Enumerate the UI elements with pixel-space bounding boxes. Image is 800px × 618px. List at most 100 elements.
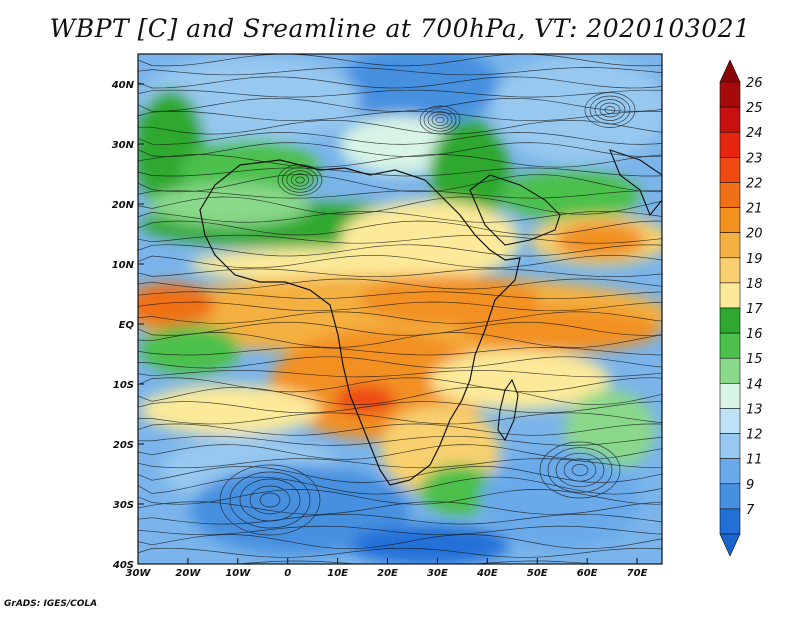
streamline xyxy=(138,435,662,446)
colorbar-segment xyxy=(719,357,741,384)
streamline xyxy=(138,278,662,290)
lon-tick-label: 30W xyxy=(126,568,152,579)
streamline xyxy=(138,119,662,135)
streamline xyxy=(138,476,662,495)
streamline xyxy=(138,268,662,278)
streamline xyxy=(138,401,662,414)
streamline xyxy=(138,196,662,215)
colorbar-segment xyxy=(719,106,741,133)
colorbar-segment xyxy=(719,408,741,434)
streamline xyxy=(138,76,662,89)
streamlines xyxy=(138,54,662,564)
streamline xyxy=(138,458,662,469)
streamline xyxy=(138,244,662,257)
streamline xyxy=(138,412,662,425)
colorbar-level-label: 20 xyxy=(746,227,763,242)
lat-tick-label: 10S xyxy=(113,380,134,391)
colorbar-segment xyxy=(719,508,741,535)
streamline xyxy=(138,220,662,236)
streamline xyxy=(138,386,662,406)
lon-tick-label: 10E xyxy=(327,568,348,579)
colorbar-level-label: 17 xyxy=(746,302,763,317)
vortex-streamline xyxy=(547,447,613,493)
vortex-streamline xyxy=(259,492,281,508)
lon-tick-label: 50E xyxy=(527,568,548,579)
wbpt-field xyxy=(138,54,662,564)
streamline xyxy=(138,89,662,98)
lat-tick-label: 10N xyxy=(112,260,135,271)
colorbar-segment xyxy=(719,458,741,485)
vortex-streamline xyxy=(282,167,318,193)
streamline xyxy=(138,110,662,122)
colorbar-level-label: 24 xyxy=(746,126,763,141)
lon-tick-label: 30E xyxy=(427,568,448,579)
streamline xyxy=(138,547,662,558)
colorbar-level-label: 25 xyxy=(746,101,763,116)
map-title: WBPT [C] and Sreamline at 700hPa, VT: 20… xyxy=(49,14,751,43)
colorbar-segment xyxy=(719,157,741,183)
vortex-streamline xyxy=(435,116,445,124)
streamline xyxy=(138,369,662,378)
vortex-streamline xyxy=(295,176,305,184)
streamline xyxy=(138,174,662,193)
streamline xyxy=(138,534,662,550)
streamline xyxy=(138,54,662,67)
vortex-streamline xyxy=(589,95,631,125)
vortex-streamline xyxy=(539,441,621,499)
vortex-streamline xyxy=(423,108,457,132)
streamline xyxy=(138,444,662,460)
colorbar-level-label: 12 xyxy=(746,428,763,443)
colorbar-level-label: 9 xyxy=(746,478,754,493)
madagascar-coastline xyxy=(497,378,519,442)
colorbar-segment xyxy=(719,282,741,309)
colorbar-level-label: 23 xyxy=(746,151,763,166)
lat-tick-label: 40N xyxy=(111,80,135,91)
streamline xyxy=(138,513,662,525)
streamline xyxy=(138,190,662,199)
colorbar-segment xyxy=(719,383,741,409)
vortex-streamline xyxy=(229,471,311,529)
latitude-axis: 40N 30N 20N 10N EQ 10S 20S 30S 40S xyxy=(111,80,144,571)
streamline xyxy=(138,525,662,536)
streamline xyxy=(138,560,600,564)
vortex-streamline xyxy=(584,92,636,128)
streamline xyxy=(138,67,662,76)
lat-tick-label: 20N xyxy=(112,200,135,211)
lat-tick-label: 30S xyxy=(113,500,134,511)
colorbar-segment xyxy=(719,257,741,284)
colorbar-level-label: 7 xyxy=(746,503,755,518)
lat-tick-label: 20S xyxy=(113,440,134,451)
colorbar-max-arrow xyxy=(719,59,741,83)
vortex-streamline xyxy=(563,458,597,482)
arabia-coastline xyxy=(469,174,561,246)
colorbar-level-label: 11 xyxy=(746,453,763,468)
colorbar-segment xyxy=(719,207,741,233)
vortex-streamline xyxy=(431,114,449,126)
grads-credit: GrADS: IGES/COLA xyxy=(4,599,98,609)
colorbar-segment xyxy=(719,307,741,334)
lon-tick-label: 40E xyxy=(476,568,498,579)
colorbar-level-label: 21 xyxy=(746,202,763,217)
colorbar-level-label: 15 xyxy=(746,352,763,367)
colorbar-segment xyxy=(719,232,741,259)
streamline xyxy=(138,501,662,515)
vortex-streamline xyxy=(571,464,589,476)
colorbar-segment xyxy=(719,483,741,510)
plot-frame xyxy=(137,53,663,565)
colorbar-level-label: 19 xyxy=(746,252,763,267)
lon-tick-label: 20E xyxy=(377,568,398,579)
colorbar-level-label: 18 xyxy=(746,277,763,292)
streamline xyxy=(138,210,662,223)
vortex-streamline xyxy=(239,478,301,522)
streamline xyxy=(138,154,662,168)
colorbar-level-label: 16 xyxy=(746,327,763,342)
streamline xyxy=(138,321,662,336)
streamline xyxy=(138,234,662,244)
vortex-streamline xyxy=(249,485,291,515)
streamline xyxy=(138,356,662,369)
vortex-streamline xyxy=(594,99,626,121)
colorbar-level-label: 22 xyxy=(746,176,763,191)
vortex-streamline xyxy=(427,111,453,129)
colorbar-level-label: 13 xyxy=(746,402,763,417)
